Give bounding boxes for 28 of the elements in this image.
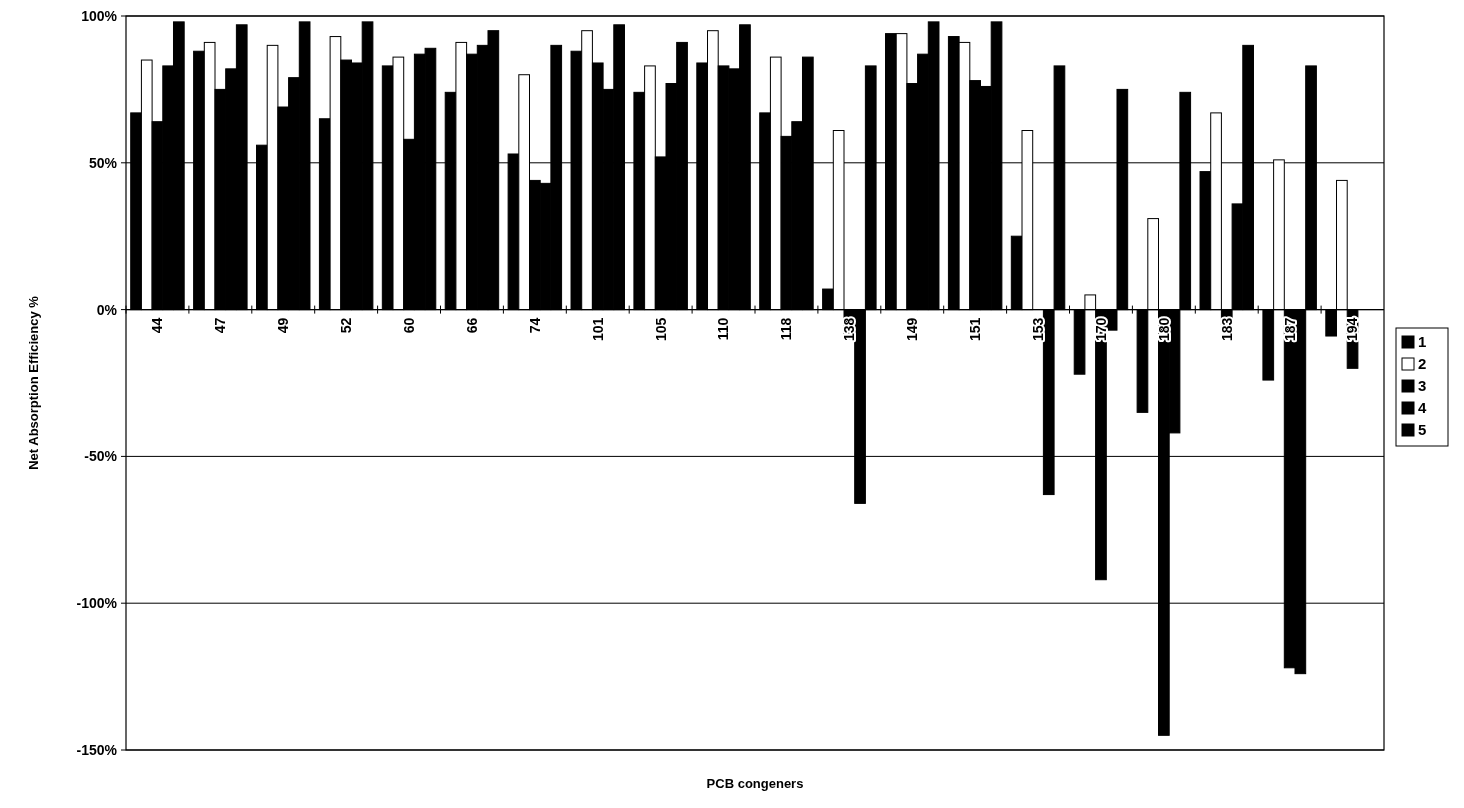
y-axis-title: Net Absorption Efficiency % [26, 295, 41, 470]
x-tick-label: 187 [1281, 317, 1298, 341]
x-tick-label: 153 [1029, 317, 1046, 341]
legend-label: 4 [1418, 399, 1427, 417]
x-axis-title: PCB congeners [706, 776, 804, 791]
x-tick-label: 60 [400, 317, 417, 334]
legend-label: 5 [1418, 421, 1427, 439]
y-tick-label: -50% [84, 448, 118, 465]
x-tick-label: 49 [275, 317, 292, 334]
x-tick-label: 101 [589, 317, 606, 341]
y-tick-label: 0% [96, 301, 118, 318]
x-tick-label: 52 [338, 317, 355, 334]
x-tick-label: 151 [967, 317, 984, 341]
legend-label: 3 [1418, 377, 1427, 395]
x-tick-label: 110 [715, 317, 732, 341]
x-tick-label: 118 [778, 317, 795, 341]
x-tick-label: 74 [526, 317, 543, 334]
x-tick-label: 149 [904, 317, 921, 341]
y-tick-label: -150% [76, 741, 118, 758]
x-tick-label: 44 [149, 317, 166, 334]
y-tick-label: -100% [76, 595, 118, 612]
y-tick-label: 100% [81, 7, 118, 24]
x-tick-label: 105 [652, 317, 669, 341]
x-tick-label: 66 [463, 317, 480, 334]
y-tick-label: 50% [88, 154, 118, 171]
x-tick-label: 47 [212, 317, 229, 334]
legend-label: 2 [1418, 355, 1427, 373]
legend-label: 1 [1418, 333, 1427, 351]
